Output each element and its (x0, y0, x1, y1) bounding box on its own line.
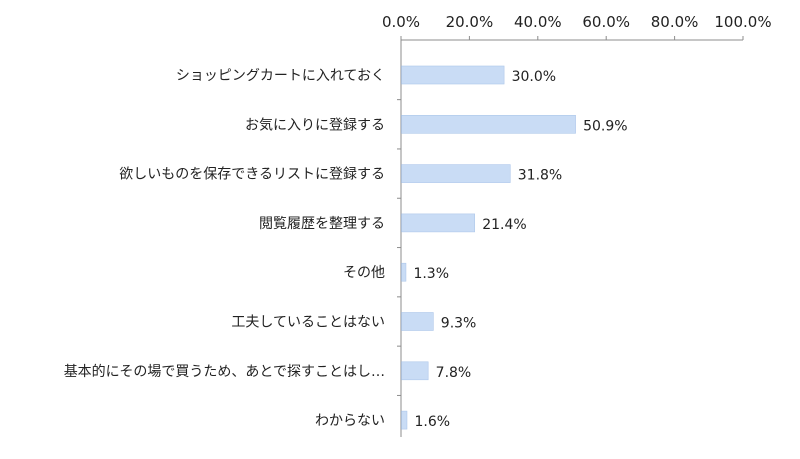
x-tick-label: 40.0% (514, 13, 562, 31)
x-tick-label: 0.0% (382, 13, 420, 31)
bars-layer (401, 65, 576, 430)
bar (401, 312, 434, 331)
category-label: ショッピングカートに入れておく (176, 68, 385, 84)
x-tick-label: 80.0% (651, 13, 699, 31)
bar (401, 361, 429, 381)
x-tick-label: 20.0% (446, 13, 494, 31)
category-label: わからない (315, 413, 385, 429)
data-label: 31.8% (518, 168, 562, 184)
category-label: 欲しいものを保存できるリストに登録する (119, 167, 385, 183)
labels-layer: ショッピングカートに入れておく 30.0% お気に入りに登録する 50.9% 欲しいもの… (64, 68, 628, 430)
bar (401, 115, 576, 134)
data-label: 9.3% (441, 316, 477, 332)
bar (401, 164, 511, 183)
category-label: 基本的にその場で買うため、あとで探すことはし… (64, 363, 385, 380)
category-label: 工夫していることはない (231, 315, 385, 331)
category-label: 閲覧履歴を整理する (259, 215, 385, 232)
data-label: 21.4% (482, 217, 526, 233)
data-label: 50.9% (583, 118, 627, 134)
data-label: 1.3% (413, 266, 449, 282)
axis-layer: 0.0% 20.0% 40.0% 60.0% 80.0% 100.0% (382, 13, 772, 437)
data-label: 7.8% (436, 365, 472, 381)
data-label: 30.0% (512, 69, 556, 85)
category-label: その他 (343, 265, 385, 281)
data-label: 1.6% (414, 414, 450, 430)
bar (401, 262, 407, 282)
bar (401, 410, 408, 430)
x-tick-label: 60.0% (582, 13, 630, 31)
bar (401, 65, 505, 85)
bar (401, 213, 475, 233)
x-tick-label: 100.0% (714, 13, 771, 31)
category-label: お気に入りに登録する (245, 117, 385, 133)
